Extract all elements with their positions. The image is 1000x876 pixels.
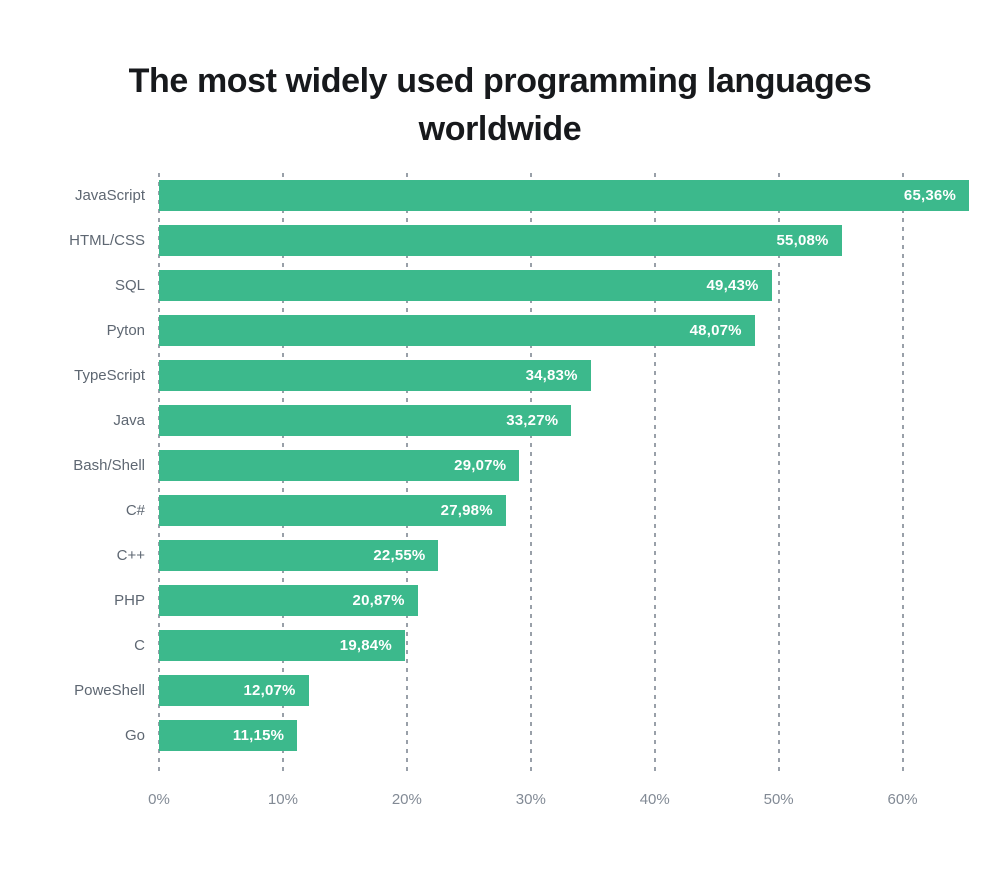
page: The most widely used programming languag… xyxy=(0,62,969,821)
bar-track: 29,07% xyxy=(159,450,969,481)
bar: 11,15% xyxy=(159,720,298,751)
gridline xyxy=(777,173,780,775)
x-tick-label: 0% xyxy=(148,791,170,808)
value-label: 19,84% xyxy=(339,637,392,654)
chart-row: TypeScript 34,83% xyxy=(0,353,969,398)
value-label: 11,15% xyxy=(232,727,285,744)
bar-track: 22,55% xyxy=(159,540,969,571)
x-tick-label: 40% xyxy=(639,791,670,808)
bar: 48,07% xyxy=(159,315,755,346)
value-label: 22,55% xyxy=(373,547,426,564)
chart-row: HTML/CSS 55,08% xyxy=(0,218,969,263)
x-axis: 0% 10% 20% 30% 40% 50% 60% xyxy=(148,775,969,821)
bar-chart: JavaScript 65,36% HTML/CSS 55,08% SQL xyxy=(0,173,969,775)
category-label: C xyxy=(134,637,145,654)
bar: 20,87% xyxy=(159,585,418,616)
bar-track: 65,36% xyxy=(159,180,969,211)
chart-row: JavaScript 65,36% xyxy=(0,173,969,218)
bar: 49,43% xyxy=(159,270,772,301)
x-tick-label: 20% xyxy=(391,791,422,808)
value-label: 27,98% xyxy=(440,502,493,519)
value-label: 55,08% xyxy=(776,232,829,249)
gridline xyxy=(901,173,904,775)
chart-row: Java 33,27% xyxy=(0,398,969,443)
category-label: PHP xyxy=(114,592,145,609)
x-tick-label: 50% xyxy=(763,791,794,808)
value-label: 20,87% xyxy=(352,592,405,609)
chart-row: Pyton 48,07% xyxy=(0,308,969,353)
value-label: 48,07% xyxy=(689,322,742,339)
x-tick-label: 30% xyxy=(515,791,546,808)
value-label: 34,83% xyxy=(525,367,578,384)
bar: 33,27% xyxy=(159,405,572,436)
value-label: 49,43% xyxy=(706,277,759,294)
bar: 19,84% xyxy=(159,630,405,661)
chart-row: C++ 22,55% xyxy=(0,533,969,578)
category-label: JavaScript xyxy=(74,187,145,204)
chart-row: Go 11,15% xyxy=(0,713,969,758)
category-label: SQL xyxy=(114,277,145,294)
chart-row: PHP 20,87% xyxy=(0,578,969,623)
bar-track: 34,83% xyxy=(159,360,969,391)
chart-title: The most widely used programming languag… xyxy=(128,62,872,148)
chart-row: C 19,84% xyxy=(0,623,969,668)
bar: 55,08% xyxy=(159,225,842,256)
gridline xyxy=(529,173,532,775)
bar: 12,07% xyxy=(159,675,309,706)
bar-track: 48,07% xyxy=(159,315,969,346)
bar-track: 19,84% xyxy=(159,630,969,661)
category-label: C# xyxy=(125,502,145,519)
bar-track: 12,07% xyxy=(159,675,969,706)
value-label: 29,07% xyxy=(454,457,507,474)
value-label: 65,36% xyxy=(903,187,956,204)
bar: 65,36% xyxy=(159,180,969,211)
gridline xyxy=(653,173,656,775)
chart-row: SQL 49,43% xyxy=(0,263,969,308)
chart-rows: JavaScript 65,36% HTML/CSS 55,08% SQL xyxy=(0,173,969,758)
category-label: TypeScript xyxy=(74,367,145,384)
bar-track: 49,43% xyxy=(159,270,969,301)
bar-track: 27,98% xyxy=(159,495,969,526)
bar-track: 55,08% xyxy=(159,225,969,256)
chart-row: C# 27,98% xyxy=(0,488,969,533)
category-label: Go xyxy=(124,727,145,744)
value-label: 33,27% xyxy=(506,412,559,429)
x-tick-label: 10% xyxy=(267,791,298,808)
category-label: PoweShell xyxy=(74,682,145,699)
chart-row: Bash/Shell 29,07% xyxy=(0,443,969,488)
bar: 29,07% xyxy=(159,450,520,481)
category-label: HTML/CSS xyxy=(69,232,145,249)
bar-track: 33,27% xyxy=(159,405,969,436)
chart-row: PoweShell 12,07% xyxy=(0,668,969,713)
x-tick-label: 60% xyxy=(887,791,918,808)
category-label: C++ xyxy=(116,547,145,564)
value-label: 12,07% xyxy=(243,682,296,699)
category-label: Java xyxy=(113,412,145,429)
bar: 22,55% xyxy=(159,540,439,571)
bar: 27,98% xyxy=(159,495,506,526)
bar-track: 20,87% xyxy=(159,585,969,616)
bar-track: 11,15% xyxy=(159,720,969,751)
category-label: Pyton xyxy=(106,322,145,339)
category-label: Bash/Shell xyxy=(73,457,145,474)
bar: 34,83% xyxy=(159,360,591,391)
